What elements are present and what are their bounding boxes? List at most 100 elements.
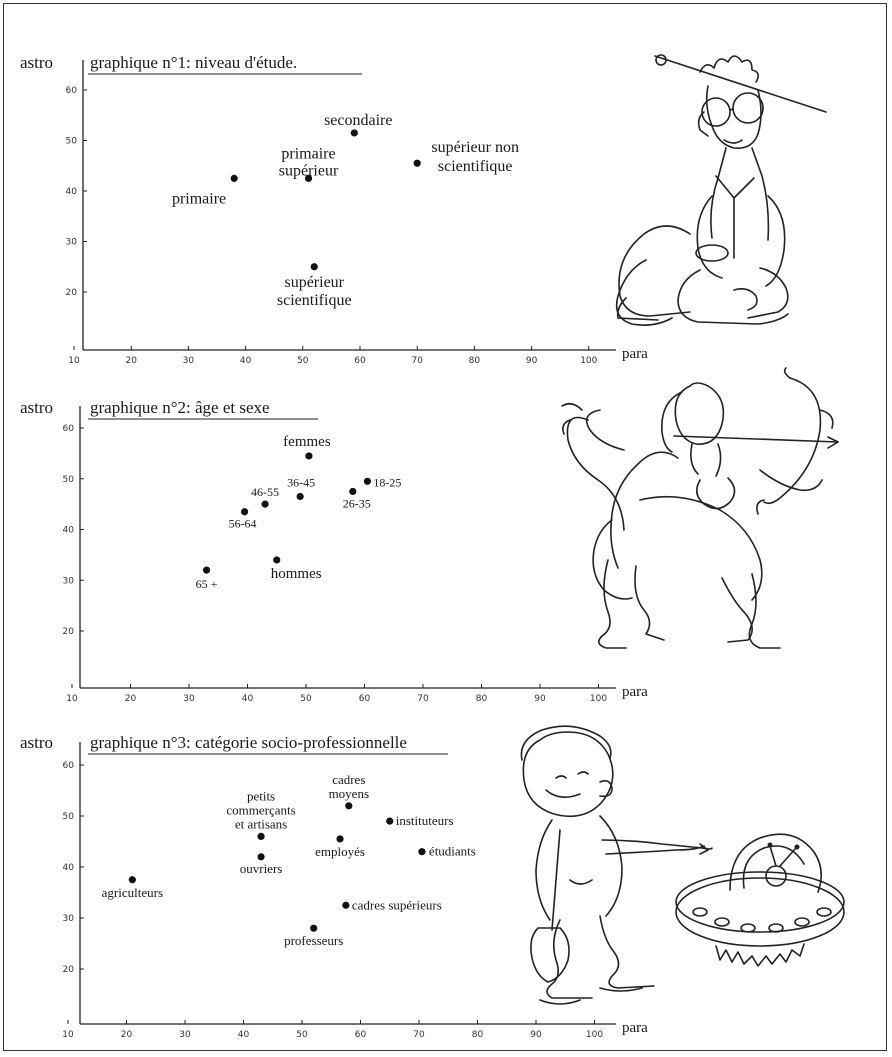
y-tick-label: 40 bbox=[63, 863, 75, 873]
chart-3: astro graphique n°3: catégorie socio-pro… bbox=[20, 725, 845, 1040]
x-tick-label: 60 bbox=[354, 356, 366, 366]
y-tick-label: 20 bbox=[63, 627, 75, 637]
gardener-with-shovel-doodle bbox=[520, 725, 713, 1005]
x-tick-label: 100 bbox=[586, 1030, 603, 1040]
x-tick-label: 100 bbox=[590, 694, 607, 704]
x-tick-label: 10 bbox=[62, 1030, 74, 1040]
data-point-secondaire bbox=[350, 129, 358, 137]
chart-2-ticks: 10 20 30 40 50 60 70 80 90 100 20 30 40 50 60 bbox=[63, 424, 608, 704]
x-tick-label: 40 bbox=[238, 1030, 250, 1040]
data-point-superieur-scientifique bbox=[310, 263, 318, 271]
x-tick-label: 20 bbox=[125, 356, 137, 366]
data-label-etudiants: étudiants bbox=[429, 844, 476, 859]
y-tick-label: 30 bbox=[63, 914, 75, 924]
x-tick-label: 70 bbox=[417, 694, 429, 704]
data-label-cadres-moyens: cadres bbox=[332, 772, 365, 787]
data-label-65: 65 + bbox=[196, 577, 218, 591]
x-tick-label: 20 bbox=[121, 1030, 133, 1040]
data-point-superieur-non-scientifique bbox=[413, 159, 421, 167]
chart-2-points bbox=[202, 452, 372, 574]
x-tick-label: 30 bbox=[183, 356, 195, 366]
x-tick-label: 40 bbox=[242, 694, 254, 704]
x-tick-label: 50 bbox=[296, 1030, 308, 1040]
x-tick-label: 20 bbox=[125, 694, 137, 704]
data-label-36-45: 36-45 bbox=[287, 476, 315, 490]
data-label-primaire-superieur: supérieur bbox=[279, 162, 339, 179]
data-label-petits-commercants-et-artisans: petits bbox=[247, 788, 275, 803]
x-tick-label: 100 bbox=[580, 356, 597, 366]
data-label-employes: employés bbox=[315, 844, 365, 859]
chart-1-ticks: 10 20 30 40 50 60 70 80 90 100 20 30 40 50 60 bbox=[66, 86, 598, 366]
data-label-56-64: 56-64 bbox=[229, 517, 257, 531]
chart-3-axes bbox=[79, 742, 616, 1025]
x-tick-label: 30 bbox=[179, 1030, 191, 1040]
data-point-primaire-superieur bbox=[304, 174, 313, 182]
x-tick-label: 10 bbox=[66, 694, 78, 704]
x-tick-label: 40 bbox=[240, 356, 252, 366]
data-label-petits-commercants-et-artisans: et artisans bbox=[235, 816, 287, 831]
data-label-26-35: 26-35 bbox=[343, 496, 371, 510]
data-label-primaire-superieur: primaire bbox=[281, 145, 335, 162]
data-point-36-45 bbox=[296, 492, 304, 501]
y-tick-label: 50 bbox=[66, 137, 78, 147]
x-tick-label: 80 bbox=[469, 356, 481, 366]
x-tick-label: 50 bbox=[300, 694, 312, 704]
astrologer-figure-doodle bbox=[615, 54, 827, 326]
chart-3-points bbox=[128, 802, 426, 932]
chart-1-point-labels: primaireprimairesupérieursecondairesupér… bbox=[172, 112, 519, 309]
data-point-professeurs bbox=[310, 924, 318, 932]
data-label-cadres-moyens: moyens bbox=[329, 786, 369, 801]
data-label-primaire: primaire bbox=[172, 190, 226, 207]
x-tick-label: 30 bbox=[183, 694, 195, 704]
data-label-hommes: hommes bbox=[271, 566, 322, 582]
data-point-etudiants bbox=[418, 848, 426, 856]
data-point-cadres-superieurs bbox=[342, 901, 350, 909]
x-tick-label: 90 bbox=[526, 356, 538, 366]
chart-3-ticks: 10 20 30 40 50 60 70 80 90 100 20 30 40 50 60 bbox=[62, 761, 603, 1040]
x-tick-label: 60 bbox=[355, 1030, 367, 1040]
data-point-agriculteurs bbox=[128, 876, 136, 884]
chart-1-axes bbox=[82, 60, 616, 351]
y-tick-label: 60 bbox=[63, 761, 75, 771]
chart-1: astro graphique n°1: niveau d'étude. 10 2… bbox=[20, 53, 827, 366]
y-tick-label: 40 bbox=[66, 187, 78, 197]
chart-2-ylabel: astro bbox=[20, 398, 53, 417]
chart-2-xlabel: para bbox=[622, 684, 648, 700]
data-point-petits-commercants-et-artisans bbox=[257, 832, 265, 841]
data-label-agriculteurs: agriculteurs bbox=[102, 885, 163, 900]
y-tick-label: 50 bbox=[63, 812, 75, 822]
x-tick-label: 10 bbox=[68, 356, 80, 366]
y-tick-label: 60 bbox=[63, 424, 75, 434]
y-tick-label: 30 bbox=[66, 238, 78, 248]
y-tick-label: 30 bbox=[63, 576, 75, 586]
data-label-instituteurs: instituteurs bbox=[396, 813, 454, 828]
data-label-professeurs: professeurs bbox=[284, 933, 343, 948]
chart-2-axes bbox=[79, 406, 616, 689]
data-label-superieur-non-scientifique: scientifique bbox=[438, 158, 513, 175]
data-label-superieur-scientifique: scientifique bbox=[277, 292, 352, 309]
chart-2: astro graphique n°2: âge et sexe 10 20 30 4… bbox=[20, 367, 839, 704]
chart-3-title: graphique n°3: catégorie socio-professio… bbox=[90, 733, 407, 752]
data-label-superieur-scientifique: supérieur bbox=[284, 274, 344, 291]
x-tick-label: 70 bbox=[411, 356, 423, 366]
chart-3-xlabel: para bbox=[622, 1020, 648, 1036]
x-tick-label: 50 bbox=[297, 356, 309, 366]
data-point-femmes bbox=[305, 452, 313, 460]
y-tick-label: 20 bbox=[63, 965, 75, 975]
data-point-56-64 bbox=[240, 508, 249, 516]
y-tick-label: 40 bbox=[63, 526, 75, 536]
data-label-superieur-non-scientifique: supérieur non bbox=[431, 139, 519, 156]
chart-1-ylabel: astro bbox=[20, 53, 53, 72]
data-label-46-55: 46-55 bbox=[251, 485, 279, 499]
data-point-ouvriers bbox=[257, 853, 265, 861]
data-label-secondaire: secondaire bbox=[324, 112, 392, 129]
data-point-46-55 bbox=[261, 500, 269, 508]
y-tick-label: 20 bbox=[66, 288, 78, 298]
sagittarius-centaur-doodle bbox=[561, 367, 839, 649]
x-tick-label: 60 bbox=[359, 694, 371, 704]
x-tick-label: 90 bbox=[534, 694, 546, 704]
